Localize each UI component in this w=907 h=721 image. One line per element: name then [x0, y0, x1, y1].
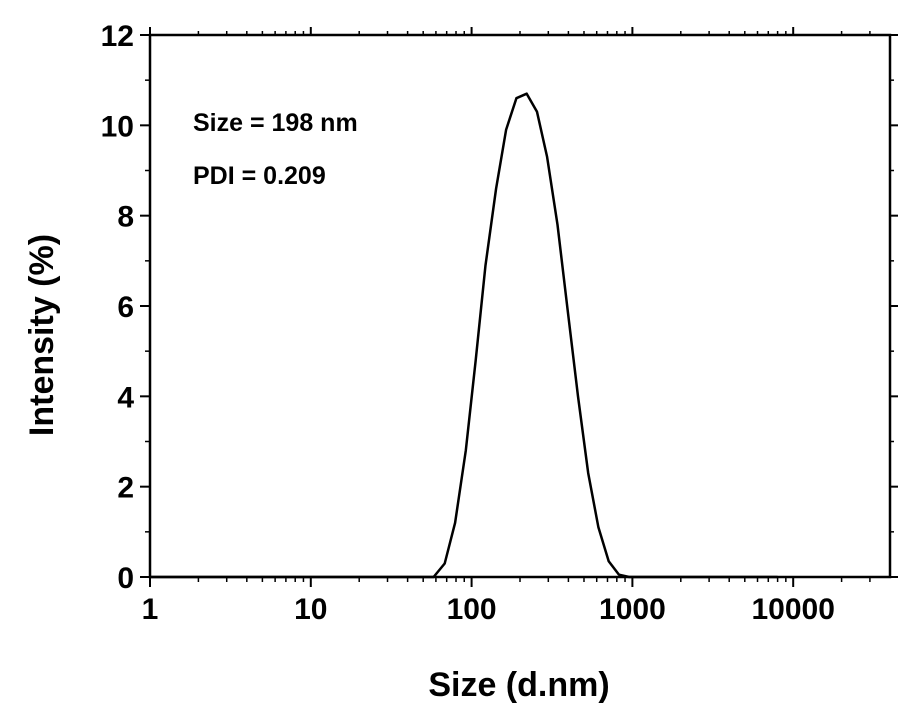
tick-labels-layer: 1 10 100 1000 10000 0 2 4 6 8 10 12 [101, 20, 835, 626]
y-tick-label: 10 [101, 110, 134, 143]
y-tick-label: 4 [117, 381, 134, 414]
x-axis-title: Size (d.nm) [428, 666, 609, 704]
y-tick-label: 2 [117, 472, 134, 505]
y-tick-label: 0 [117, 562, 134, 595]
annotation-size: Size = 198 nm [193, 109, 358, 137]
plot-frame [148, 33, 892, 579]
x-tick-label: 10000 [751, 593, 834, 626]
y-tick-label: 6 [117, 291, 134, 324]
x-tick-label: 1 [142, 593, 159, 626]
x-tick-label: 100 [447, 593, 497, 626]
x-tick-label: 1000 [599, 593, 666, 626]
y-tick-label: 12 [101, 20, 134, 53]
annotation-pdi: PDI = 0.209 [193, 162, 326, 190]
x-tick-label: 10 [294, 593, 327, 626]
y-axis-title: Intensity (%) [23, 234, 61, 436]
y-tick-label: 8 [117, 201, 134, 234]
